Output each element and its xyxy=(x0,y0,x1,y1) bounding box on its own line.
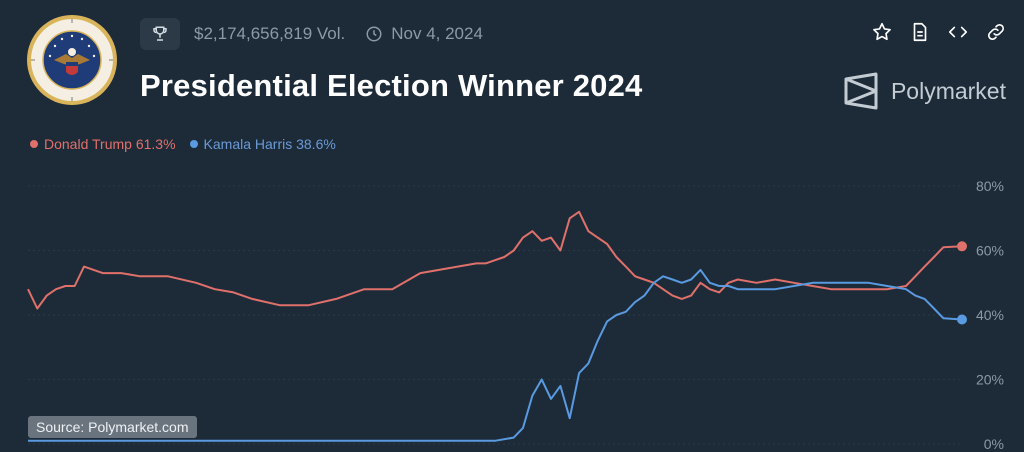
action-bar xyxy=(870,20,1008,44)
presidential-seal-logo xyxy=(27,15,117,105)
y-tick-label: 60% xyxy=(976,243,1004,259)
market-meta-row: $2,174,656,819 Vol. Nov 4, 2024 xyxy=(140,18,483,50)
brand-name: Polymarket xyxy=(890,77,1006,104)
y-tick-label: 40% xyxy=(976,307,1004,323)
legend-dot-harris xyxy=(189,140,198,148)
date-label: Nov 4, 2024 xyxy=(391,24,483,43)
trophy-icon xyxy=(153,26,167,41)
favorite-button[interactable] xyxy=(870,20,894,44)
document-icon xyxy=(913,22,927,42)
series-endpoint-trump[interactable] xyxy=(957,241,967,252)
series-endpoint-harris[interactable] xyxy=(957,314,967,325)
series-line-harris xyxy=(28,268,963,442)
volume-label: $2,174,656,819 Vol. xyxy=(194,24,346,43)
embed-button[interactable] xyxy=(946,20,970,44)
polymarket-logo-icon xyxy=(844,72,878,110)
chart-series xyxy=(27,210,967,442)
chart-legend: Donald Trump 61.3% Kamala Harris 38.6% xyxy=(30,136,350,152)
source-label: Source: Polymarket.com xyxy=(28,416,197,438)
y-axis-ticks: 80% 60% 40% 20% 0% xyxy=(976,178,1004,452)
legend-item-harris[interactable]: Kamala Harris 38.6% xyxy=(189,136,336,152)
star-icon xyxy=(873,22,891,41)
clock-icon xyxy=(366,26,382,42)
trophy-button[interactable] xyxy=(140,18,180,50)
code-icon xyxy=(948,26,968,38)
series-line-trump xyxy=(27,210,963,310)
y-tick-label: 80% xyxy=(976,178,1004,194)
legend-item-trump[interactable]: Donald Trump 61.3% xyxy=(30,136,176,152)
y-tick-label: 0% xyxy=(984,436,1004,452)
chart-grid xyxy=(28,185,962,445)
rules-button[interactable] xyxy=(908,20,932,44)
copy-link-button[interactable] xyxy=(984,20,1008,44)
polymarket-brand: Polymarket xyxy=(843,72,1006,110)
legend-dot-trump xyxy=(30,140,38,148)
page-title: Presidential Election Winner 2024 xyxy=(140,68,643,103)
y-tick-label: 20% xyxy=(976,372,1004,388)
link-icon xyxy=(987,23,1005,41)
end-date: Nov 4, 2024 xyxy=(365,24,483,44)
legend-label-harris: Kamala Harris 38.6% xyxy=(203,136,336,152)
legend-label-trump: Donald Trump 61.3% xyxy=(44,136,176,152)
